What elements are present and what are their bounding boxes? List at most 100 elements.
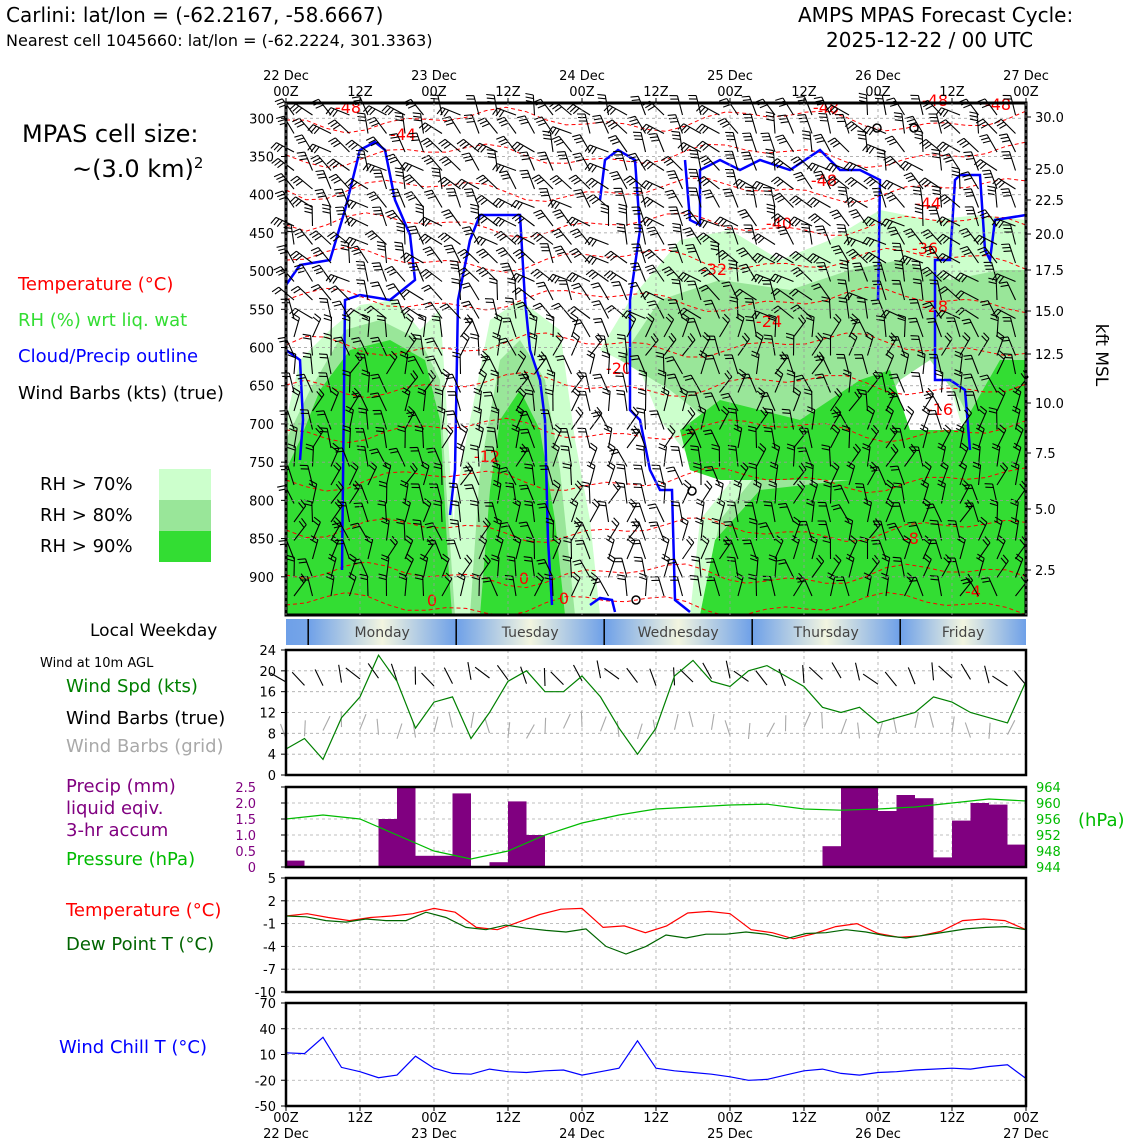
- wind-barb-flag: [701, 287, 709, 292]
- wind-barb-flag: [545, 314, 554, 318]
- wind-barb-flag: [277, 485, 286, 488]
- wind-barb-flag: [723, 191, 733, 194]
- wind-barb-flag: [503, 269, 512, 272]
- weekday-segment: [752, 619, 901, 645]
- wind-barb-flag: [406, 165, 413, 172]
- wind-barb-flag: [764, 430, 773, 433]
- wind-barb-flag: [889, 395, 898, 399]
- wind-ytick-label: 8: [268, 727, 276, 742]
- wind-barb-flag: [585, 269, 593, 276]
- wind-barb-flag: [786, 369, 795, 374]
- wind-barb-flag: [905, 230, 914, 236]
- wind-barb-flag: [517, 202, 523, 210]
- wind-barb-flag: [391, 139, 400, 143]
- wind-barb-flag: [792, 252, 800, 259]
- wind-barb-flag: [774, 195, 783, 201]
- wind-barb-flag: [886, 479, 894, 486]
- wind-barb-flag: [655, 355, 664, 359]
- wind-barb-flag: [822, 536, 831, 540]
- wind-barb-flag: [592, 114, 601, 118]
- wind-barb-flag: [963, 188, 972, 191]
- wind-barb-flag: [1012, 405, 1021, 411]
- wind-barb-flag: [439, 303, 448, 309]
- wind-barb-flag: [554, 276, 561, 284]
- wind-barb-flag: [963, 332, 971, 339]
- wind-barb-flag: [908, 317, 917, 320]
- top-axis-hour: 00Z: [569, 85, 595, 100]
- wind-barb-flag: [480, 146, 487, 153]
- pressure-tick-label: 850: [249, 533, 274, 548]
- wind-barb-flag: [908, 524, 917, 527]
- wind-barb-flag: [457, 267, 465, 273]
- wind-barb-flag: [547, 199, 554, 207]
- wind-barb-flag: [591, 300, 600, 303]
- surface-wind-barb-true: [270, 672, 287, 683]
- wind-barb-flag: [885, 409, 893, 415]
- wind-barb-flag: [689, 149, 698, 152]
- wind-barb-flag: [350, 522, 359, 526]
- wind-barb-flag: [344, 236, 350, 244]
- precip-bar: [970, 803, 989, 867]
- wind-barb-flag: [598, 504, 607, 507]
- wind-barb-flag: [570, 498, 579, 504]
- wind-barb-flag: [371, 284, 380, 288]
- wind-barb-flag: [555, 234, 564, 239]
- wind-barb-flag: [831, 108, 839, 115]
- wind-barb-flag: [504, 574, 513, 577]
- wind-barb-flag: [421, 124, 429, 131]
- wind-barb-flag: [939, 143, 947, 150]
- wind-barb-flag: [912, 264, 921, 266]
- wind-barb-flag: [636, 410, 645, 414]
- wind-barb-flag: [926, 317, 935, 320]
- wind-barb-flag: [278, 271, 286, 276]
- wind-barb-flag: [413, 115, 422, 118]
- wind-barb-flag: [362, 163, 369, 171]
- wind-barb-flag: [409, 465, 416, 473]
- wind-barb-flag: [554, 212, 563, 216]
- wind-barb-flag: [764, 411, 773, 414]
- wind-barb-flag: [711, 517, 720, 522]
- wind-barb-flag: [465, 232, 474, 236]
- wind-barb-flag: [964, 409, 970, 417]
- wind-barb-flag: [544, 392, 553, 396]
- wind-barb-flag: [350, 464, 357, 471]
- wind-barb-flag: [493, 230, 502, 237]
- wind-barb-flag: [780, 121, 789, 124]
- wind-barb-flag: [890, 332, 897, 339]
- surface-wind-barb-grid: [636, 723, 643, 740]
- wind-barb-flag: [556, 251, 565, 255]
- wind-barb-flag: [795, 255, 802, 262]
- wind-barb-flag: [436, 409, 445, 414]
- wind-barb-flag: [870, 299, 879, 302]
- surface-wind-barb-true: [884, 671, 897, 687]
- wind-barb-flag: [588, 164, 594, 172]
- wind-barb-flag: [901, 350, 909, 355]
- surface-wind-barb-grid: [322, 715, 331, 731]
- wind-barb-flag: [419, 268, 427, 275]
- wind-barb-flag: [736, 313, 745, 319]
- wind-barb-flag: [350, 239, 357, 247]
- wind-barb-flag: [315, 160, 323, 165]
- wind-barb-flag: [443, 119, 452, 123]
- wind-barb-flag: [415, 210, 424, 214]
- kft-axis-label: kft MSL: [1091, 324, 1111, 387]
- wind-barb-flag: [1003, 250, 1012, 252]
- surface-wind-barb-grid: [673, 713, 679, 730]
- wind-barb-flag: [703, 192, 712, 196]
- cross-section: -48-44-48 -48 -48-48-44-40-36-32-28-24-20-…: [249, 91, 1111, 617]
- surface-wind-barb-true: [1013, 670, 1027, 686]
- wind-barb-flag: [420, 137, 428, 143]
- wind-barb-flag: [414, 573, 423, 577]
- wind-barb-flag: [426, 252, 435, 257]
- surface-wind-barb-true: [802, 665, 805, 684]
- isotherm-line: [285, 517, 1027, 543]
- wind-barb-flag: [682, 483, 690, 490]
- wind-barb-flag: [771, 446, 780, 451]
- wind-barb-flag: [958, 274, 965, 281]
- wind-barb-flag: [520, 450, 530, 453]
- wind-barb-flag: [702, 127, 709, 134]
- precip-ytick-label: 1.5: [235, 813, 256, 828]
- wind-barb-flag: [690, 445, 699, 448]
- legend-rh70-label: RH > 70%: [40, 474, 133, 495]
- wind-barb-flag: [519, 350, 527, 357]
